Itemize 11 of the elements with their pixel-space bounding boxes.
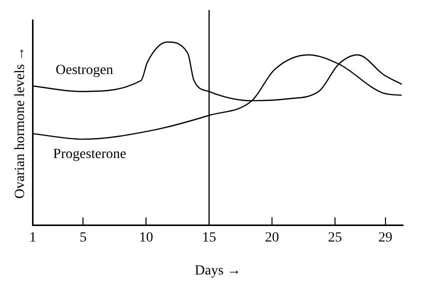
x-tick-label: 29 [378,230,392,246]
series-label: Oestrogen [56,63,114,78]
x-tick-label: 15 [202,230,216,246]
x-tick-label: 20 [265,230,280,246]
x-axis-title: Days → [194,263,242,278]
series-label: Progesterone [53,146,126,162]
x-tick-label: 5 [80,230,87,246]
x-tick-label: 10 [139,230,154,246]
y-axis-title: Ovarian hormone levels → [13,46,28,199]
x-tick-label: 1 [29,230,36,246]
x-tick-label: 25 [328,230,342,246]
